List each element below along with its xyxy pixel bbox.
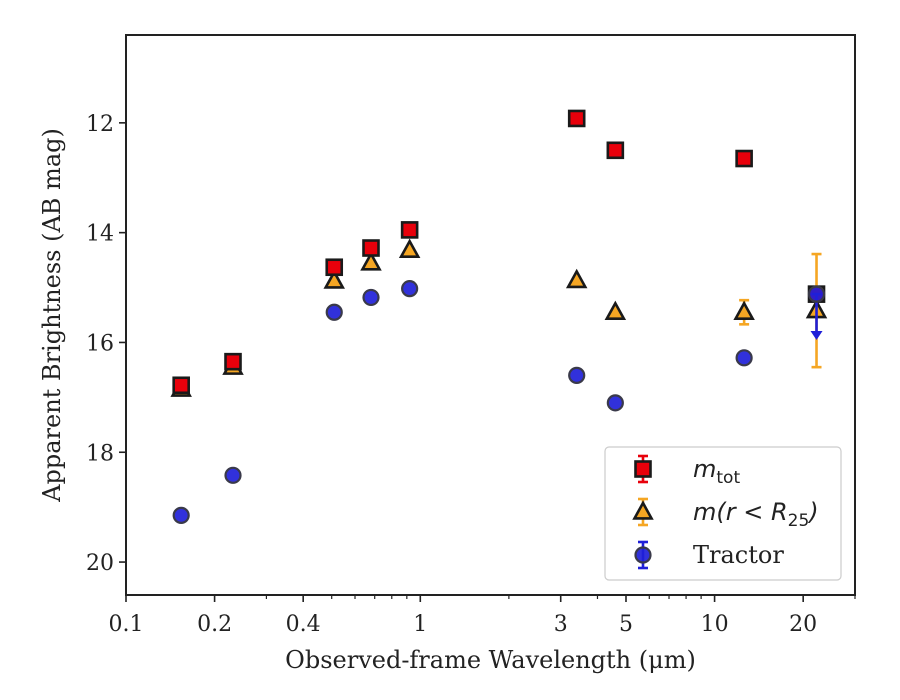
x-tick-label: 0.2	[197, 612, 232, 637]
legend-label: Tractor	[693, 541, 784, 569]
legend-label-suffix: )	[807, 498, 818, 526]
upper-limit-arrow	[810, 330, 823, 340]
legend-label: m(r < R25)	[693, 498, 819, 531]
data-point-triangle	[565, 268, 588, 289]
legend-item: mtot	[634, 454, 740, 488]
series-circle	[172, 280, 826, 524]
data-point-circle	[362, 288, 380, 307]
x-tick-label: 20	[789, 612, 817, 637]
legend-marker-triangle	[632, 500, 654, 520]
legend-label: mtot	[693, 455, 740, 488]
legend-item: m(r < R25)	[632, 497, 819, 531]
y-tick-label: 18	[86, 441, 114, 466]
series-triangle	[170, 238, 828, 397]
x-tick-label: 0.1	[109, 612, 144, 637]
data-point-square	[567, 109, 586, 128]
data-point-circle	[807, 285, 826, 303]
legend-item: Tractor	[634, 540, 784, 570]
data-point-square	[172, 376, 190, 395]
data-point-square	[362, 239, 380, 257]
y-tick-label: 12	[86, 112, 114, 137]
legend: mtot m(r < R25) Tractor	[604, 446, 842, 581]
data-point-square	[735, 149, 753, 168]
axis-ticks: 0.1 0.2 0.4 1 3 5 10 20 12 14 16 18 20	[86, 112, 856, 637]
data-layer	[170, 109, 828, 524]
data-point-circle	[735, 349, 753, 367]
legend-label-subscript: tot	[716, 468, 740, 488]
data-point-circle	[568, 366, 586, 384]
data-point-square	[606, 141, 625, 160]
legend-label-main: m	[693, 455, 716, 483]
x-tick-label: 3	[554, 612, 568, 637]
legend-box	[604, 446, 842, 581]
data-point-circle	[224, 466, 242, 484]
data-point-triangle	[360, 251, 382, 271]
x-axis-label: Observed-frame Wavelength (μm)	[285, 646, 696, 674]
data-point-circle	[401, 280, 419, 298]
data-point-circle	[606, 394, 624, 412]
legend-marker-circle	[634, 546, 652, 564]
legend-label-main: m(r < R	[693, 498, 788, 526]
data-point-square	[325, 258, 344, 277]
legend-marker-square	[634, 460, 652, 478]
data-point-triangle	[733, 300, 755, 321]
data-point-triangle	[398, 238, 421, 258]
y-tick-label: 14	[86, 222, 114, 247]
plot-frame	[125, 34, 856, 596]
data-point-circle	[325, 303, 343, 321]
legend-label-subscript: 25	[788, 511, 810, 531]
data-point-square	[400, 221, 419, 239]
y-tick-label: 20	[86, 551, 114, 576]
x-tick-label: 0.4	[286, 612, 321, 637]
x-tick-label: 5	[619, 612, 633, 637]
data-point-triangle	[323, 269, 345, 289]
data-point-circle	[172, 506, 190, 524]
series-square	[172, 109, 826, 395]
data-point-triangle	[604, 300, 627, 321]
x-tick-label: 10	[701, 612, 729, 637]
y-axis-label: Apparent Brightness (AB mag)	[38, 128, 66, 503]
y-tick-label: 16	[86, 331, 114, 356]
x-tick-label: 1	[413, 612, 427, 637]
data-point-square	[224, 352, 242, 371]
